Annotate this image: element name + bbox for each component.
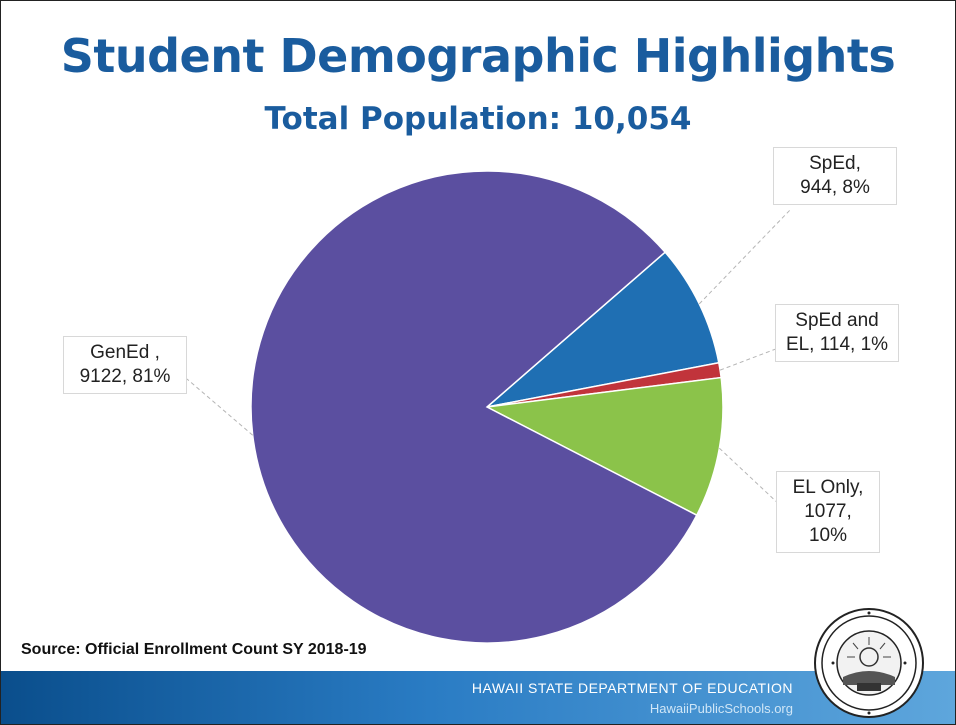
data-label-line: GenEd , [90, 342, 160, 363]
chart-subtitle: Total Population: 10,054 [264, 101, 692, 137]
pie-chart [186, 170, 792, 644]
data-label-sped-and-el: SpEd and EL, 114, 1% [775, 304, 899, 362]
footer-url: HawaiiPublicSchools.org [649, 701, 793, 716]
department-seal-icon [814, 608, 924, 718]
chart-title: Student Demographic Highlights [60, 29, 896, 83]
leader-line-sped-and-el [719, 346, 782, 371]
data-label-line: EL, 114, 1% [785, 334, 889, 355]
pie-slice-el-only [484, 376, 724, 517]
footer-bar: HAWAII STATE DEPARTMENT OF EDUCATION Haw… [1, 671, 955, 724]
pie-slice-gened [250, 170, 698, 644]
data-label-line: 10% [808, 525, 848, 546]
data-label-el-only: EL Only, 1077, 10% [776, 471, 880, 553]
leader-line-sped [698, 208, 792, 305]
data-label-line: SpEd, [809, 153, 861, 174]
data-label-line: EL Only, [792, 477, 864, 498]
data-label-line: 1077, [804, 501, 852, 522]
footer-organization: HAWAII STATE DEPARTMENT OF EDUCATION [471, 680, 793, 696]
leader-line-el-only [719, 447, 782, 507]
data-label-line: 9122, 81% [79, 366, 171, 387]
leader-line-gened [186, 378, 254, 436]
data-label-gened: GenEd , 9122, 81% [63, 336, 187, 394]
data-label-sped: SpEd, 944, 8% [773, 147, 897, 205]
data-label-line: 944, 8% [800, 177, 870, 198]
pie-slice-sped [484, 251, 720, 409]
data-label-line: SpEd and [795, 310, 879, 331]
source-note: Source: Official Enrollment Count SY 201… [21, 641, 367, 658]
